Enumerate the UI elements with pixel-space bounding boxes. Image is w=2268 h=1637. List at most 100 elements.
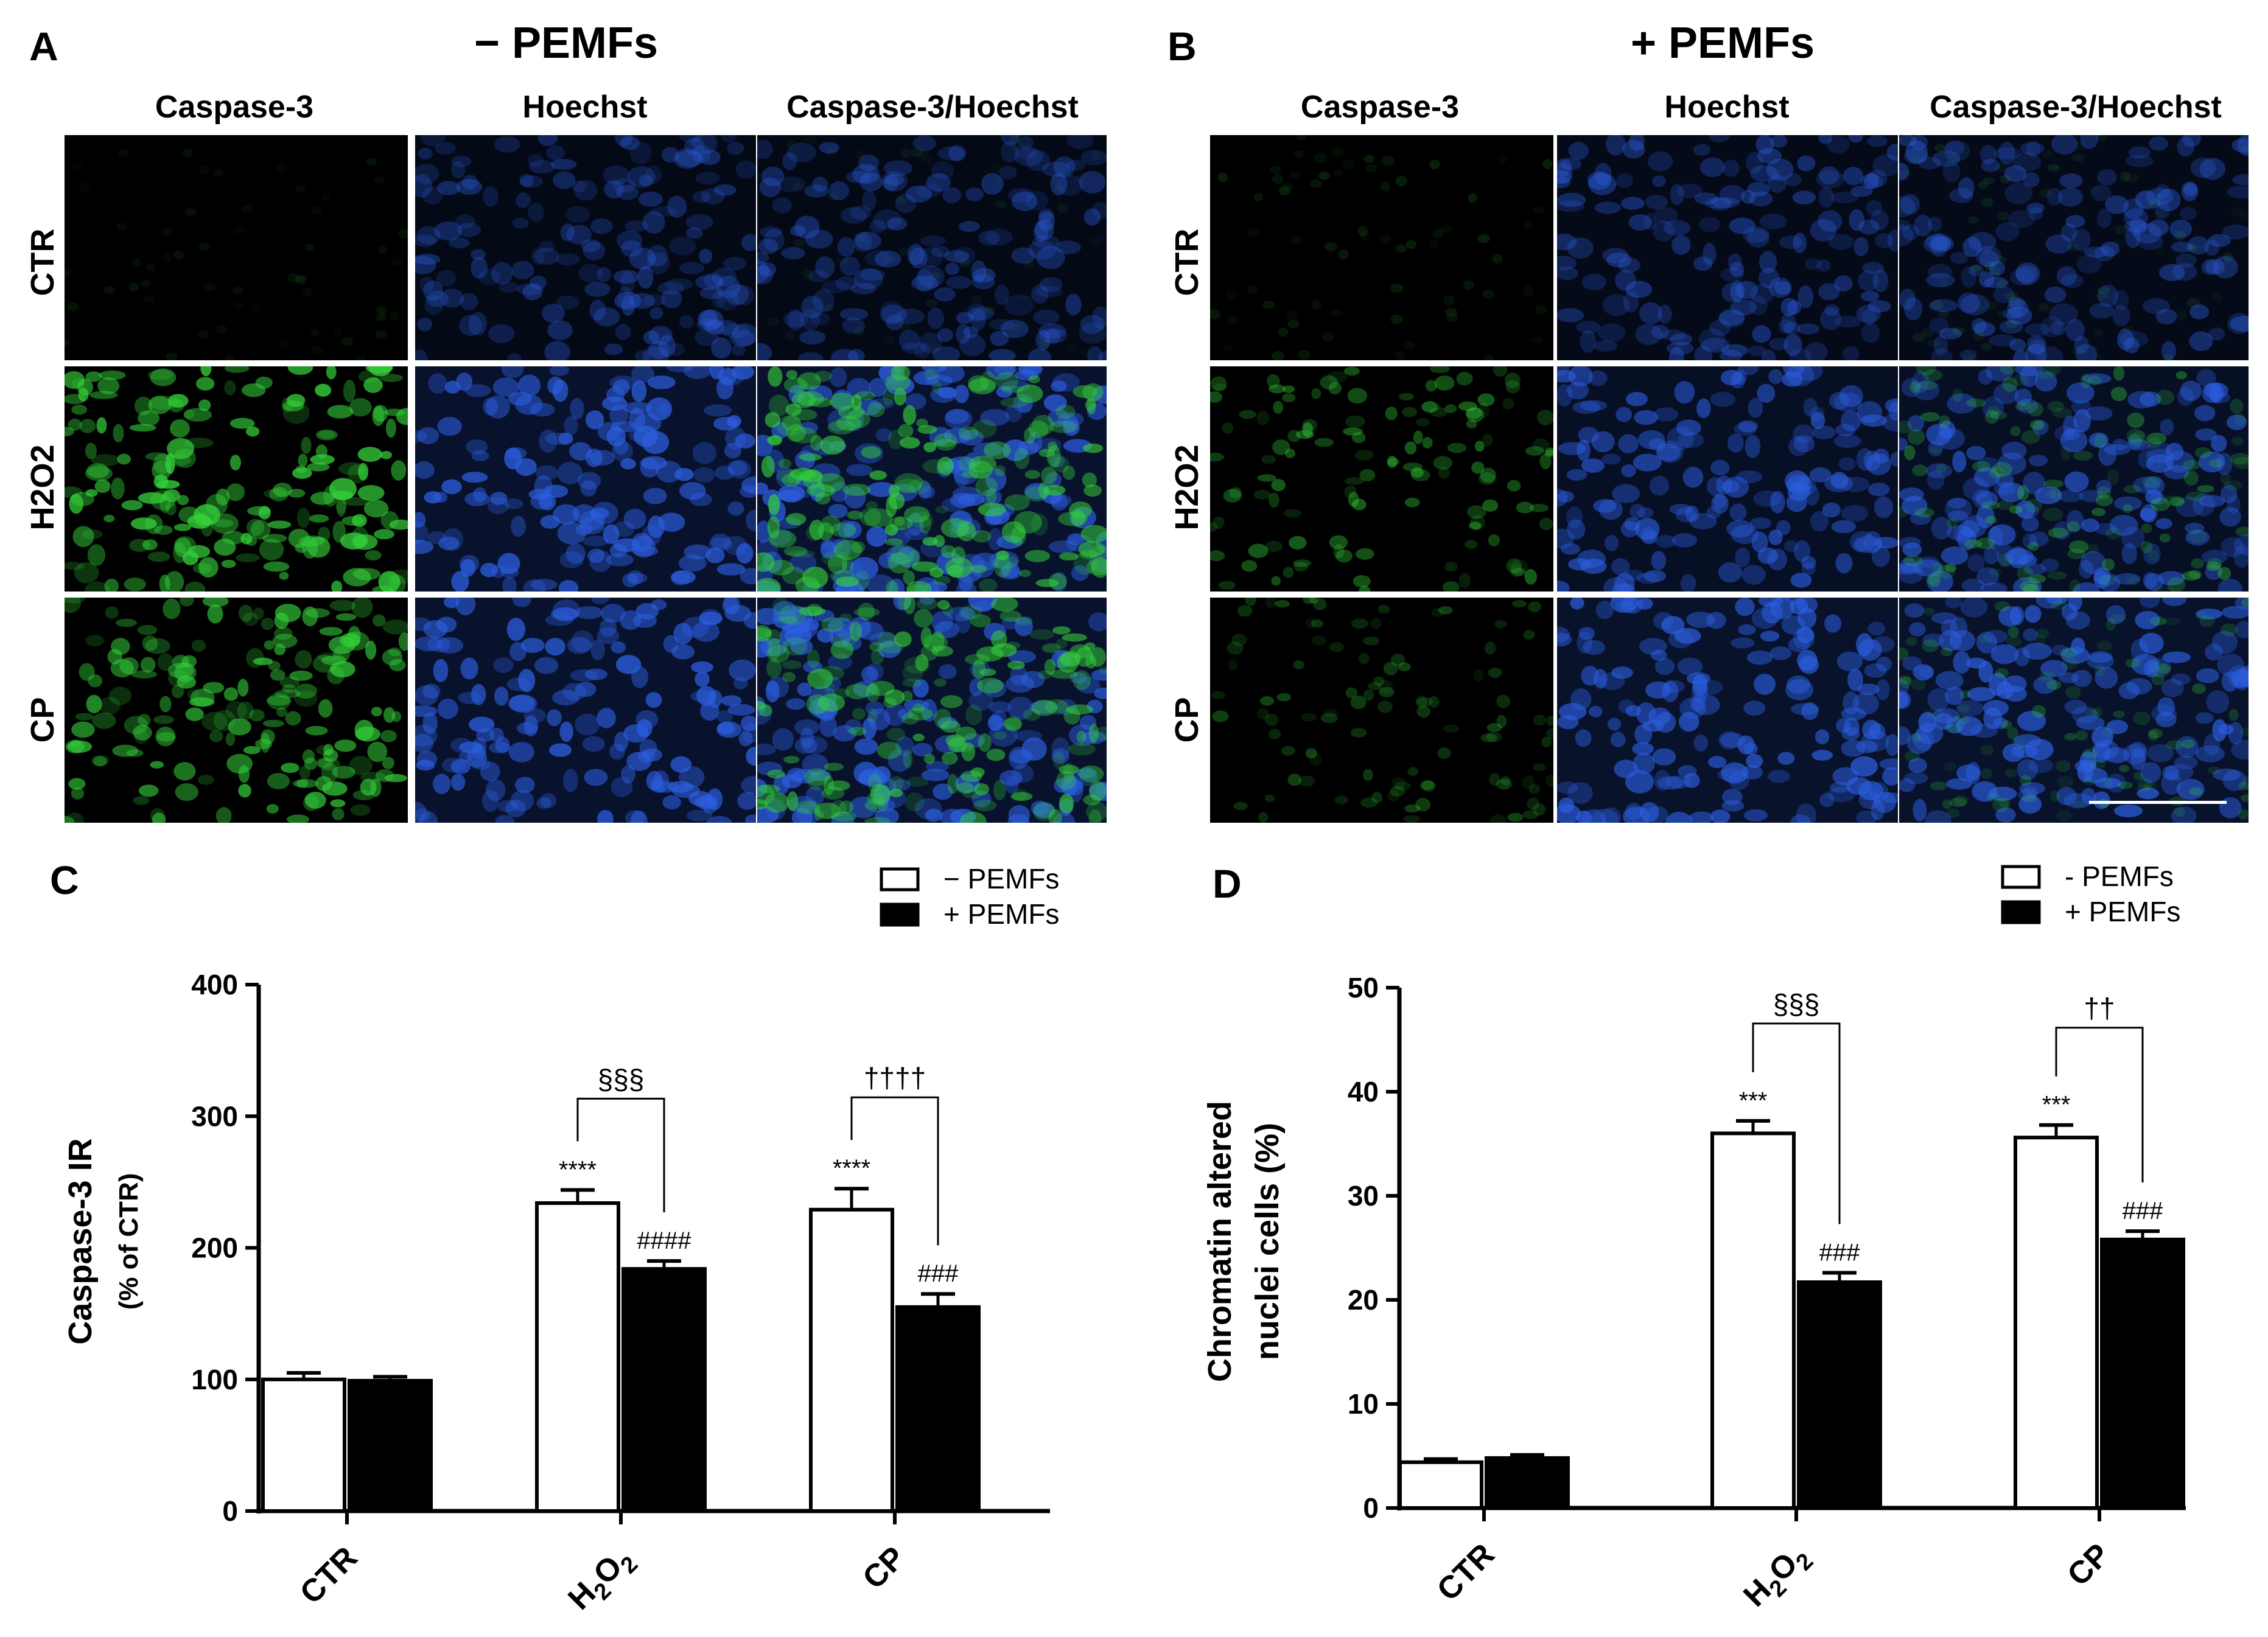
significance-label: #### bbox=[637, 1227, 692, 1254]
micrograph-b-ctr-merge bbox=[1899, 135, 2249, 360]
legend-label-minus: - PEMFs bbox=[2065, 860, 2174, 892]
panel-letter-c: C bbox=[50, 857, 79, 902]
micrograph-b-h2o2-merge bbox=[1899, 366, 2249, 592]
y-tick-label: 10 bbox=[1348, 1388, 1379, 1420]
y-tick-label: 50 bbox=[1348, 972, 1379, 1003]
bar-minus-h2o2 bbox=[535, 1201, 620, 1513]
comparison-bracket bbox=[576, 1097, 665, 1213]
x-tick-label-ctr: CTR bbox=[293, 1540, 365, 1611]
row-label-cp-a: CP bbox=[24, 697, 61, 743]
significance-label: *** bbox=[1739, 1087, 1768, 1114]
comparison-bracket bbox=[1752, 1022, 1841, 1224]
micrograph-b-cp-hoechst bbox=[1557, 598, 1898, 823]
col-header-merge-b: Caspase-3/Hoechst bbox=[1930, 89, 2222, 125]
micrograph-a-cp-merge bbox=[757, 598, 1107, 823]
y-tick-label: 0 bbox=[1363, 1492, 1379, 1524]
y-tick-label: 300 bbox=[191, 1100, 238, 1132]
legend-swatch-minus bbox=[2001, 865, 2041, 889]
x-tick-label-h2o2: H2O2 bbox=[561, 1540, 643, 1621]
legend-swatch-plus bbox=[2001, 900, 2041, 924]
bar-minus-cp bbox=[809, 1207, 894, 1513]
row-label-h2o2-b: H2O2 bbox=[1169, 444, 1205, 531]
row-label-ctr-b: CTR bbox=[1169, 228, 1205, 296]
chart-c-caspase-ir: 0 100 200 300 400 Caspase-3 IR (% of CTR) CTR H2… bbox=[62, 863, 1059, 1621]
panel-b-title: + PEMFs bbox=[1630, 19, 1815, 68]
y-axis-sublabel: (% of CTR) bbox=[114, 1173, 144, 1310]
significance-label: **** bbox=[833, 1155, 870, 1182]
bracket-label: §§§ bbox=[598, 1063, 645, 1095]
svg-text:CTR: CTR bbox=[293, 1540, 365, 1611]
micrograph-a-ctr-merge bbox=[757, 135, 1107, 360]
col-header-caspase-b: Caspase-3 bbox=[1300, 89, 1460, 125]
y-tick-label: 400 bbox=[191, 969, 238, 1000]
legend-label-plus: + PEMFs bbox=[943, 898, 1059, 930]
svg-text:CTR: CTR bbox=[1430, 1537, 1502, 1608]
svg-text:H2O2: H2O2 bbox=[1737, 1537, 1818, 1618]
bar-minus-ctr bbox=[261, 1377, 346, 1513]
comparison-bracket bbox=[2055, 1027, 2144, 1183]
bar-plus-h2o2 bbox=[621, 1267, 707, 1513]
micrograph-b-cp-merge bbox=[1899, 598, 2249, 823]
micrograph-a-h2o2-caspase bbox=[65, 366, 408, 592]
y-axis-label: Chromatin altered bbox=[1202, 1101, 1238, 1382]
micrograph-a-ctr-hoechst bbox=[415, 135, 756, 360]
x-tick-label-h2o2: H2O2 bbox=[1737, 1537, 1818, 1618]
micrograph-b-h2o2-caspase bbox=[1210, 366, 1553, 592]
col-header-hoechst-b: Hoechst bbox=[1664, 89, 1790, 125]
significance-label: *** bbox=[2042, 1092, 2071, 1119]
legend-swatch-plus bbox=[880, 902, 920, 927]
significance-label: **** bbox=[559, 1156, 597, 1183]
y-tick-label: 100 bbox=[191, 1364, 238, 1395]
legend-label-plus: + PEMFs bbox=[2065, 896, 2180, 927]
legend-swatch-minus bbox=[880, 867, 920, 892]
significance-label: ### bbox=[918, 1260, 959, 1287]
col-header-hoechst-a: Hoechst bbox=[522, 89, 648, 125]
bracket-label: †††† bbox=[864, 1062, 926, 1094]
micrograph-b-ctr-hoechst bbox=[1557, 135, 1898, 360]
bar-plus-h2o2 bbox=[1797, 1280, 1882, 1510]
bar-minus-h2o2 bbox=[1710, 1131, 1796, 1510]
x-tick-label-cp: CP bbox=[2060, 1537, 2116, 1593]
panel-a-title: − PEMFs bbox=[474, 19, 659, 68]
bar-minus-ctr bbox=[1398, 1460, 1483, 1510]
y-tick-label: 0 bbox=[222, 1495, 238, 1527]
micrograph-b-h2o2-hoechst bbox=[1557, 366, 1898, 592]
svg-text:CP: CP bbox=[856, 1540, 912, 1596]
panel-letter-b: B bbox=[1167, 24, 1197, 69]
col-header-merge-a: Caspase-3/Hoechst bbox=[786, 89, 1079, 125]
comparison-bracket bbox=[850, 1096, 939, 1246]
bar-minus-cp bbox=[2014, 1136, 2099, 1510]
col-header-caspase-a: Caspase-3 bbox=[155, 89, 314, 125]
bar-plus-ctr bbox=[348, 1378, 433, 1513]
micrograph-a-cp-hoechst bbox=[415, 598, 756, 823]
y-tick-label: 20 bbox=[1348, 1284, 1379, 1316]
panel-letter-a: A bbox=[29, 24, 58, 69]
row-label-ctr-a: CTR bbox=[24, 228, 61, 296]
y-tick-label: 40 bbox=[1348, 1076, 1379, 1108]
row-label-h2o2-a: H2O2 bbox=[24, 444, 61, 531]
scale-bar bbox=[2089, 801, 2227, 804]
y-tick-label: 30 bbox=[1348, 1180, 1379, 1212]
x-tick-label-ctr: CTR bbox=[1430, 1537, 1502, 1608]
y-axis-label: Caspase-3 IR bbox=[62, 1138, 99, 1344]
micrograph-a-h2o2-hoechst bbox=[415, 366, 756, 592]
panel-letter-d: D bbox=[1213, 861, 1242, 906]
micrograph-b-cp-caspase bbox=[1210, 598, 1553, 823]
bracket-label: †† bbox=[2084, 993, 2115, 1024]
svg-text:CP: CP bbox=[2060, 1537, 2116, 1593]
significance-label: ### bbox=[2123, 1198, 2163, 1224]
micrograph-a-ctr-caspase bbox=[65, 135, 408, 360]
bar-plus-cp bbox=[2100, 1237, 2185, 1510]
y-tick-label: 200 bbox=[191, 1232, 238, 1264]
bar-plus-ctr bbox=[1485, 1456, 1570, 1510]
significance-label: ### bbox=[1819, 1240, 1860, 1266]
bar-plus-cp bbox=[895, 1305, 981, 1513]
bracket-label: §§§ bbox=[1773, 988, 1820, 1020]
svg-text:H2O2: H2O2 bbox=[561, 1540, 643, 1621]
micrograph-b-ctr-caspase bbox=[1210, 135, 1553, 360]
x-tick-label-cp: CP bbox=[856, 1540, 912, 1596]
legend-label-minus: − PEMFs bbox=[943, 863, 1059, 895]
y-axis-sublabel: nuclei cells (%) bbox=[1249, 1123, 1286, 1360]
micrograph-a-cp-caspase bbox=[65, 598, 408, 823]
chart-d-chromatin: 0 10 20 30 40 50 Chromatin altered nuclei cells… bbox=[1202, 860, 2186, 1618]
